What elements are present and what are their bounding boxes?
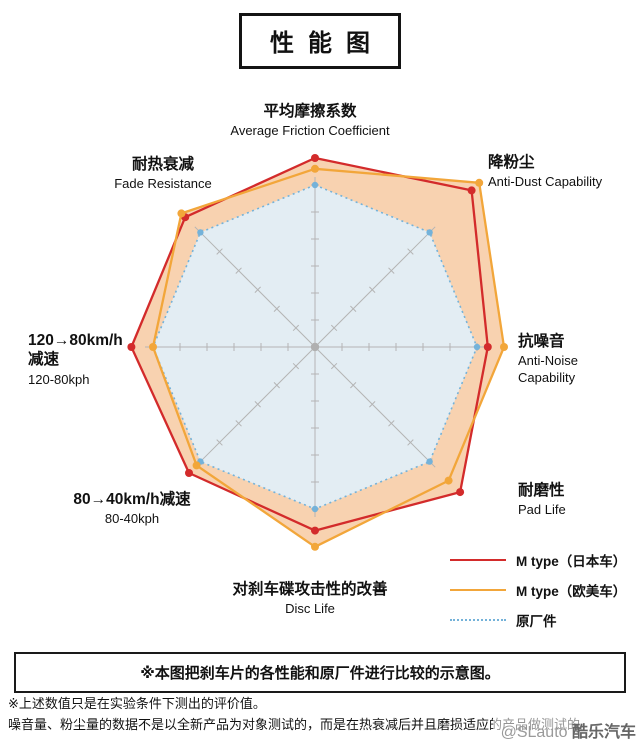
legend-item-oem: 原厂件	[450, 609, 626, 630]
axis-label-dec80-en: 80-40kph	[104, 511, 160, 527]
legend: M type（日本车） M type（欧美车） 原厂件	[450, 549, 626, 639]
legend-item-mtype-euro: M type（欧美车）	[450, 579, 626, 600]
axis-label-noise: 抗噪音 Anti-Noise Capability	[518, 332, 578, 386]
watermark-prefix: @SLauto	[500, 724, 568, 741]
legend-item-mtype-japan: M type（日本车）	[450, 549, 626, 570]
axis-label-pad: 耐磨性 Pad Life	[518, 481, 566, 519]
note-box: ※本图把刹车片的各性能和原厂件进行比较的示意图。	[14, 652, 626, 693]
legend-label-oem: 原厂件	[516, 613, 557, 629]
note-box-text: ※本图把刹车片的各性能和原厂件进行比较的示意图。	[140, 665, 500, 682]
axis-label-friction-zh: 平均摩擦系数	[263, 103, 357, 120]
axis-label-noise-en1: Anti-Noise	[518, 353, 578, 369]
axis-label-fade: 耐热衰减 Fade Resistance	[63, 155, 263, 193]
chart-title-box: 性能图	[239, 13, 401, 69]
footnote-line-1: ※上述数值只是在实验条件下测出的评价值。	[8, 696, 266, 711]
axis-label-dec120: 120→80km/h 减速 120-80kph	[28, 331, 123, 388]
axis-label-pad-en: Pad Life	[518, 502, 566, 518]
axis-label-dust-en: Anti-Dust Capability	[488, 174, 603, 190]
axis-label-noise-zh: 抗噪音	[518, 333, 565, 350]
footnotes: ※上述数值只是在实验条件下测出的评价值。 噪音量、粉尘量的数据不是以全新产品为对…	[8, 694, 593, 736]
axis-label-fade-en: Fade Resistance	[114, 176, 212, 192]
axis-label-friction: 平均摩擦系数 Average Friction Coefficient	[135, 102, 485, 140]
watermark: @SLauto 酷乐汽车	[492, 718, 636, 742]
legend-label-mtype-japan: M type（日本车）	[516, 553, 627, 569]
legend-line-dotted-blue	[450, 618, 506, 621]
axis-label-disc-en: Disc Life	[285, 601, 335, 617]
legend-label-mtype-euro: M type（欧美车）	[516, 583, 627, 599]
legend-line-solid-orange	[450, 588, 506, 591]
axis-label-disc: 对刹车碟攻击性的改善 Disc Life	[135, 580, 485, 618]
axis-label-friction-en: Average Friction Coefficient	[230, 123, 390, 139]
axis-label-disc-zh: 对刹车碟攻击性的改善	[232, 581, 388, 598]
axis-label-fade-zh: 耐热衰减	[131, 156, 194, 173]
axis-label-dec120-en: 120-80kph	[28, 371, 90, 387]
axis-label-dec120-zh1: 120→80km/h	[28, 332, 123, 349]
series-dots-0	[127, 154, 492, 535]
watermark-brand-logo: 酷乐汽车	[571, 724, 636, 741]
footnote-line-2: 噪音量、粉尘量的数据不是以全新产品为对象测试的，而是在热衰减后并且磨损适应的产品…	[8, 716, 594, 732]
axis-label-dust: 降粉尘 Anti-Dust Capability	[488, 153, 602, 191]
axis-label-noise-en2: Capability	[518, 369, 576, 385]
axis-label-dec120-zh2: 减速	[28, 351, 60, 369]
radar-center-dot	[310, 342, 320, 352]
axis-label-dust-zh: 降粉尘	[488, 154, 535, 171]
series-dots-1	[149, 164, 508, 551]
legend-line-solid-red	[450, 558, 506, 561]
axis-label-dec80: 80→40km/h减速 80-40kph	[32, 490, 232, 528]
axis-label-pad-zh: 耐磨性	[518, 482, 565, 499]
page-title: 性能图	[270, 30, 384, 57]
axis-label-dec80-zh: 80→40km/h减速	[73, 491, 191, 508]
